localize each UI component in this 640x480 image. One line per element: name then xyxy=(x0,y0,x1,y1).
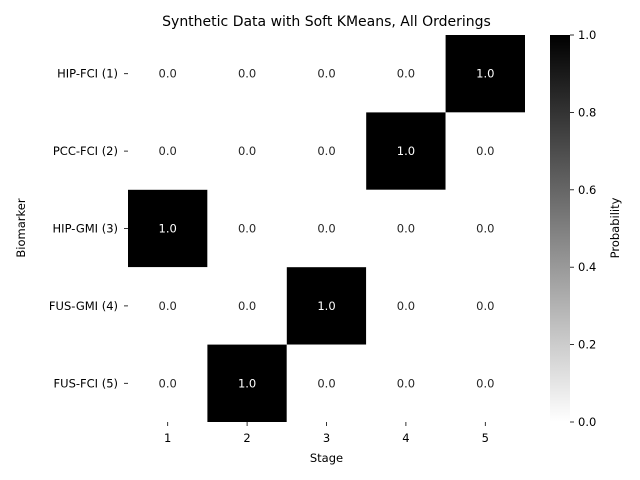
heatmap-cell xyxy=(445,267,525,345)
cell-value-label: 1.0 xyxy=(397,144,415,158)
colorbar-tick-label: 0.0 xyxy=(578,415,596,429)
cell-value-label: 1.0 xyxy=(317,299,335,313)
x-tick-label: 1 xyxy=(164,431,171,445)
heatmap-cell xyxy=(445,35,525,113)
x-axis-ticks: 1 2 3 4 5 xyxy=(164,422,489,445)
y-axis-ticks: HIP-FCI (1) PCC-FCI (2) HIP-GMI (3) FUS-GMI… xyxy=(49,67,128,390)
cell-value-label: 0.0 xyxy=(159,67,177,81)
cell-value-label: 0.0 xyxy=(159,144,177,158)
heatmap-cell xyxy=(286,344,367,422)
cell-value-label: 0.0 xyxy=(238,144,256,158)
cell-value-label: 0.0 xyxy=(159,376,177,390)
heatmap-cell xyxy=(128,344,208,422)
cell-value-label: 0.0 xyxy=(159,299,177,313)
cell-value-label: 1.0 xyxy=(476,67,494,81)
heatmap-cell xyxy=(207,112,287,190)
x-axis-label: Stage xyxy=(310,451,343,465)
cell-value-label: 0.0 xyxy=(317,222,335,236)
heatmap-cell xyxy=(445,189,525,268)
heatmap-cell xyxy=(286,267,367,345)
heatmap-cell xyxy=(207,267,287,345)
cell-value-label: 0.0 xyxy=(476,222,494,236)
cell-value-label: 0.0 xyxy=(397,299,415,313)
colorbar-label: Probability xyxy=(608,197,622,258)
heatmap-cell xyxy=(207,344,287,422)
colorbar-tick-label: 0.6 xyxy=(578,183,596,197)
colorbar-tick-label: 1.0 xyxy=(578,28,596,42)
cell-value-label: 0.0 xyxy=(238,299,256,313)
colorbar-ticks: 0.0 0.2 0.4 0.6 0.8 1.0 xyxy=(570,28,596,429)
colorbar-tick-label: 0.8 xyxy=(578,105,596,119)
x-tick-label: 2 xyxy=(243,431,250,445)
colorbar-tick-label: 0.4 xyxy=(578,260,596,274)
y-tick-label: HIP-FCI (1) xyxy=(57,67,118,81)
heatmap-cell xyxy=(207,35,287,113)
y-tick-label: HIP-GMI (3) xyxy=(53,222,118,236)
cell-value-label: 1.0 xyxy=(159,222,177,236)
heatmap-cell xyxy=(445,344,525,422)
colorbar-tick-label: 0.2 xyxy=(578,338,596,352)
heatmap-cell xyxy=(366,189,446,268)
heatmap-cell-labels: 0.0 0.0 0.0 0.0 1.0 0.0 0.0 0.0 1.0 0.0 1.0 0.0 0.0 0… xyxy=(159,67,495,391)
heatmap-cell xyxy=(366,267,446,345)
y-tick-label: FUS-GMI (4) xyxy=(49,299,118,313)
heatmap-cell xyxy=(366,344,446,422)
y-tick-label: PCC-FCI (2) xyxy=(53,144,118,158)
cell-value-label: 0.0 xyxy=(238,67,256,81)
heatmap-cell xyxy=(128,267,208,345)
heatmap-cell xyxy=(286,112,367,190)
chart-title: Synthetic Data with Soft KMeans, All Ord… xyxy=(162,14,491,30)
cell-value-label: 0.0 xyxy=(476,376,494,390)
cell-value-label: 0.0 xyxy=(397,67,415,81)
heatmap-cell xyxy=(286,35,367,113)
cell-value-label: 1.0 xyxy=(238,376,256,390)
heatmap-cell xyxy=(207,189,287,268)
heatmap-cell xyxy=(128,189,208,268)
cell-value-label: 0.0 xyxy=(397,222,415,236)
heatmap-cells xyxy=(128,35,525,422)
heatmap-cell xyxy=(286,189,367,268)
cell-value-label: 0.0 xyxy=(317,144,335,158)
cell-value-label: 0.0 xyxy=(476,299,494,313)
cell-value-label: 0.0 xyxy=(238,222,256,236)
x-tick-label: 3 xyxy=(323,431,330,445)
heatmap-cell xyxy=(366,112,446,190)
colorbar xyxy=(550,35,570,422)
x-tick-label: 4 xyxy=(402,431,409,445)
cell-value-label: 0.0 xyxy=(317,376,335,390)
cell-value-label: 0.0 xyxy=(317,67,335,81)
x-tick-label: 5 xyxy=(482,431,489,445)
heatmap-cell xyxy=(366,35,446,113)
cell-value-label: 0.0 xyxy=(397,376,415,390)
y-tick-label: FUS-FCI (5) xyxy=(54,376,118,390)
heatmap-cell xyxy=(128,112,208,190)
heatmap-cell xyxy=(128,35,208,113)
cell-value-label: 0.0 xyxy=(476,144,494,158)
y-axis-label: Biomarker xyxy=(14,198,28,257)
heatmap-cell xyxy=(445,112,525,190)
